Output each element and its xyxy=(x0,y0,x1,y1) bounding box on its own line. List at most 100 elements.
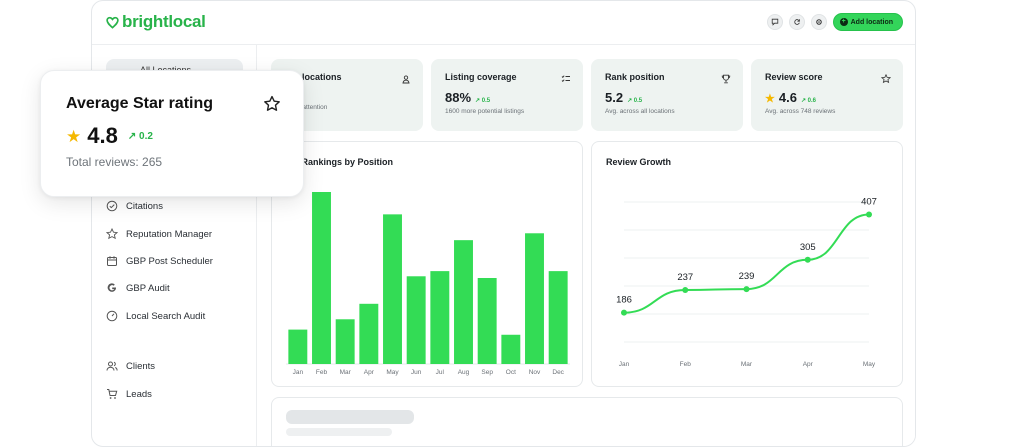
kpi-trend: 0.5 xyxy=(481,98,491,104)
logo-text: brightlocal xyxy=(122,12,206,31)
plus-icon: + xyxy=(839,18,848,26)
card-title: Average Star rating xyxy=(66,95,214,112)
x-tick-label: Dec xyxy=(552,369,564,376)
heart-pin-icon xyxy=(106,16,119,29)
x-tick-label: Jul xyxy=(436,369,445,376)
kpi-subtitle: Avg. across all locations xyxy=(605,108,675,115)
chat-button[interactable] xyxy=(766,14,783,30)
sidebar-item-label: GBP Audit xyxy=(126,282,170,294)
chart-title: Review Growth xyxy=(606,157,672,167)
star-outline-icon[interactable] xyxy=(263,95,281,113)
kpi-title: Review score xyxy=(765,72,823,82)
kpi-card-listing-coverage[interactable]: Listing coverage 88% ↗ 0.5 1600 more pot… xyxy=(431,59,583,131)
kpi-card-review-score[interactable]: Review score ★ 4.6 ↗ 0.6 Avg. across 748… xyxy=(751,59,903,131)
chat-icon xyxy=(771,18,778,26)
x-tick-label: Jan xyxy=(293,369,304,376)
x-tick-label: Feb xyxy=(680,361,692,368)
calendar-icon xyxy=(106,255,118,267)
add-location-button[interactable]: + Add location xyxy=(832,13,903,31)
bar xyxy=(359,303,379,364)
kpi-subtitle: 1600 more potential listings xyxy=(445,108,525,115)
list-check-icon xyxy=(561,71,571,82)
data-label: 237 xyxy=(677,272,693,283)
rating-value: 4.8 xyxy=(87,123,118,148)
sidebar-item-citations[interactable]: Citations xyxy=(106,200,163,212)
bar xyxy=(477,278,497,364)
bar xyxy=(548,271,568,364)
top-bar: brightlocal + Add location xyxy=(92,1,915,45)
rankings-chart-panel: gle Rankings by Position Jan Feb Mar Apr May… xyxy=(271,141,583,387)
data-point xyxy=(866,211,872,218)
x-tick-label: Mar xyxy=(741,361,753,368)
bar xyxy=(501,334,521,364)
refresh-icon xyxy=(794,19,800,25)
x-tick-label: Oct xyxy=(506,369,516,376)
line-chart: 186 Jan 237 Feb 239 Mar 305 Apr 407 May xyxy=(616,196,877,368)
kpi-value-row: 5.2 ↗ 0.5 xyxy=(605,90,729,105)
cart-icon xyxy=(106,388,118,400)
data-point xyxy=(682,287,689,293)
kpi-title: l locations xyxy=(297,72,342,82)
x-tick-label: May xyxy=(386,369,399,376)
x-tick-label: Apr xyxy=(803,361,814,368)
kpi-subtitle: d attention xyxy=(297,104,328,111)
data-label: 186 xyxy=(616,295,632,306)
kpi-title: Listing coverage xyxy=(445,72,517,82)
kpi-value: 5.2 xyxy=(605,90,624,105)
add-location-label: Add location xyxy=(850,18,893,26)
bar xyxy=(383,214,402,364)
total-reviews: Total reviews: 265 xyxy=(66,155,163,169)
sidebar-item-clients[interactable]: Clients xyxy=(106,360,155,372)
kpi-trend: 0.6 xyxy=(807,98,816,104)
bar xyxy=(406,276,426,364)
average-star-rating-card[interactable]: Average Star rating ★ 4.8 ↗ 0.2 Total re… xyxy=(40,70,304,197)
refresh-button[interactable] xyxy=(788,14,805,30)
trend-up-badge: ↗ 0.5 xyxy=(627,98,643,104)
data-point xyxy=(804,256,811,263)
rating-row: ★ 4.8 ↗ 0.2 xyxy=(66,123,278,149)
top-actions: + Add location xyxy=(766,13,903,31)
x-tick-label: Sep xyxy=(481,369,493,376)
kpi-card-rank-position[interactable]: Rank position 5.2 ↗ 0.5 Avg. across all … xyxy=(591,59,743,131)
trend-up-badge: ↗ 0.2 xyxy=(127,130,153,142)
check-circle-icon xyxy=(106,200,118,212)
gear-icon xyxy=(815,19,822,25)
trend-up-badge: ↗ 0.6 xyxy=(800,98,816,104)
sidebar-item-local-search-audit[interactable]: Local Search Audit xyxy=(106,310,205,322)
x-tick-label: Apr xyxy=(364,369,375,376)
users-icon xyxy=(106,360,118,372)
app-window: brightlocal + Add location A xyxy=(91,0,916,447)
kpi-subtitle: Avg. across 748 reviews xyxy=(765,108,836,115)
bar xyxy=(312,192,331,364)
sidebar-item-reputation-manager[interactable]: Reputation Manager xyxy=(106,228,212,240)
person-pin-icon xyxy=(401,71,411,84)
x-tick-label: Mar xyxy=(340,369,352,376)
main-content: l locations d attention Listing coverage… xyxy=(257,45,915,446)
data-point xyxy=(743,286,750,293)
x-tick-label: May xyxy=(863,361,876,368)
x-tick-label: Nov xyxy=(529,369,541,376)
data-label: 305 xyxy=(800,242,816,253)
sidebar-item-leads[interactable]: Leads xyxy=(106,388,152,400)
kpi-trend: 0.5 xyxy=(633,98,643,104)
brightlocal-logo[interactable]: brightlocal xyxy=(106,12,206,32)
rating-trend: 0.2 xyxy=(139,130,153,142)
star-filled-icon: ★ xyxy=(765,93,775,105)
chart-title: gle Rankings by Position xyxy=(286,157,394,167)
trophy-icon xyxy=(721,71,731,84)
sidebar-item-label: Local Search Audit xyxy=(126,310,206,322)
google-g-icon xyxy=(106,282,118,294)
sidebar-item-gbp-audit[interactable]: GBP Audit xyxy=(106,282,170,294)
x-tick-label: Jun xyxy=(411,369,422,376)
x-tick-label: Jan xyxy=(619,361,630,368)
bar xyxy=(454,240,473,364)
x-tick-label: Aug xyxy=(458,369,470,376)
settings-button[interactable] xyxy=(810,14,827,30)
sidebar-item-label: Reputation Manager xyxy=(126,228,213,240)
sidebar-item-label: Clients xyxy=(126,360,156,372)
star-filled-icon: ★ xyxy=(66,126,82,146)
sidebar-item-gbp-post-scheduler[interactable]: GBP Post Scheduler xyxy=(106,255,213,267)
star-icon xyxy=(106,228,118,240)
sidebar-item-label: Leads xyxy=(126,388,152,400)
